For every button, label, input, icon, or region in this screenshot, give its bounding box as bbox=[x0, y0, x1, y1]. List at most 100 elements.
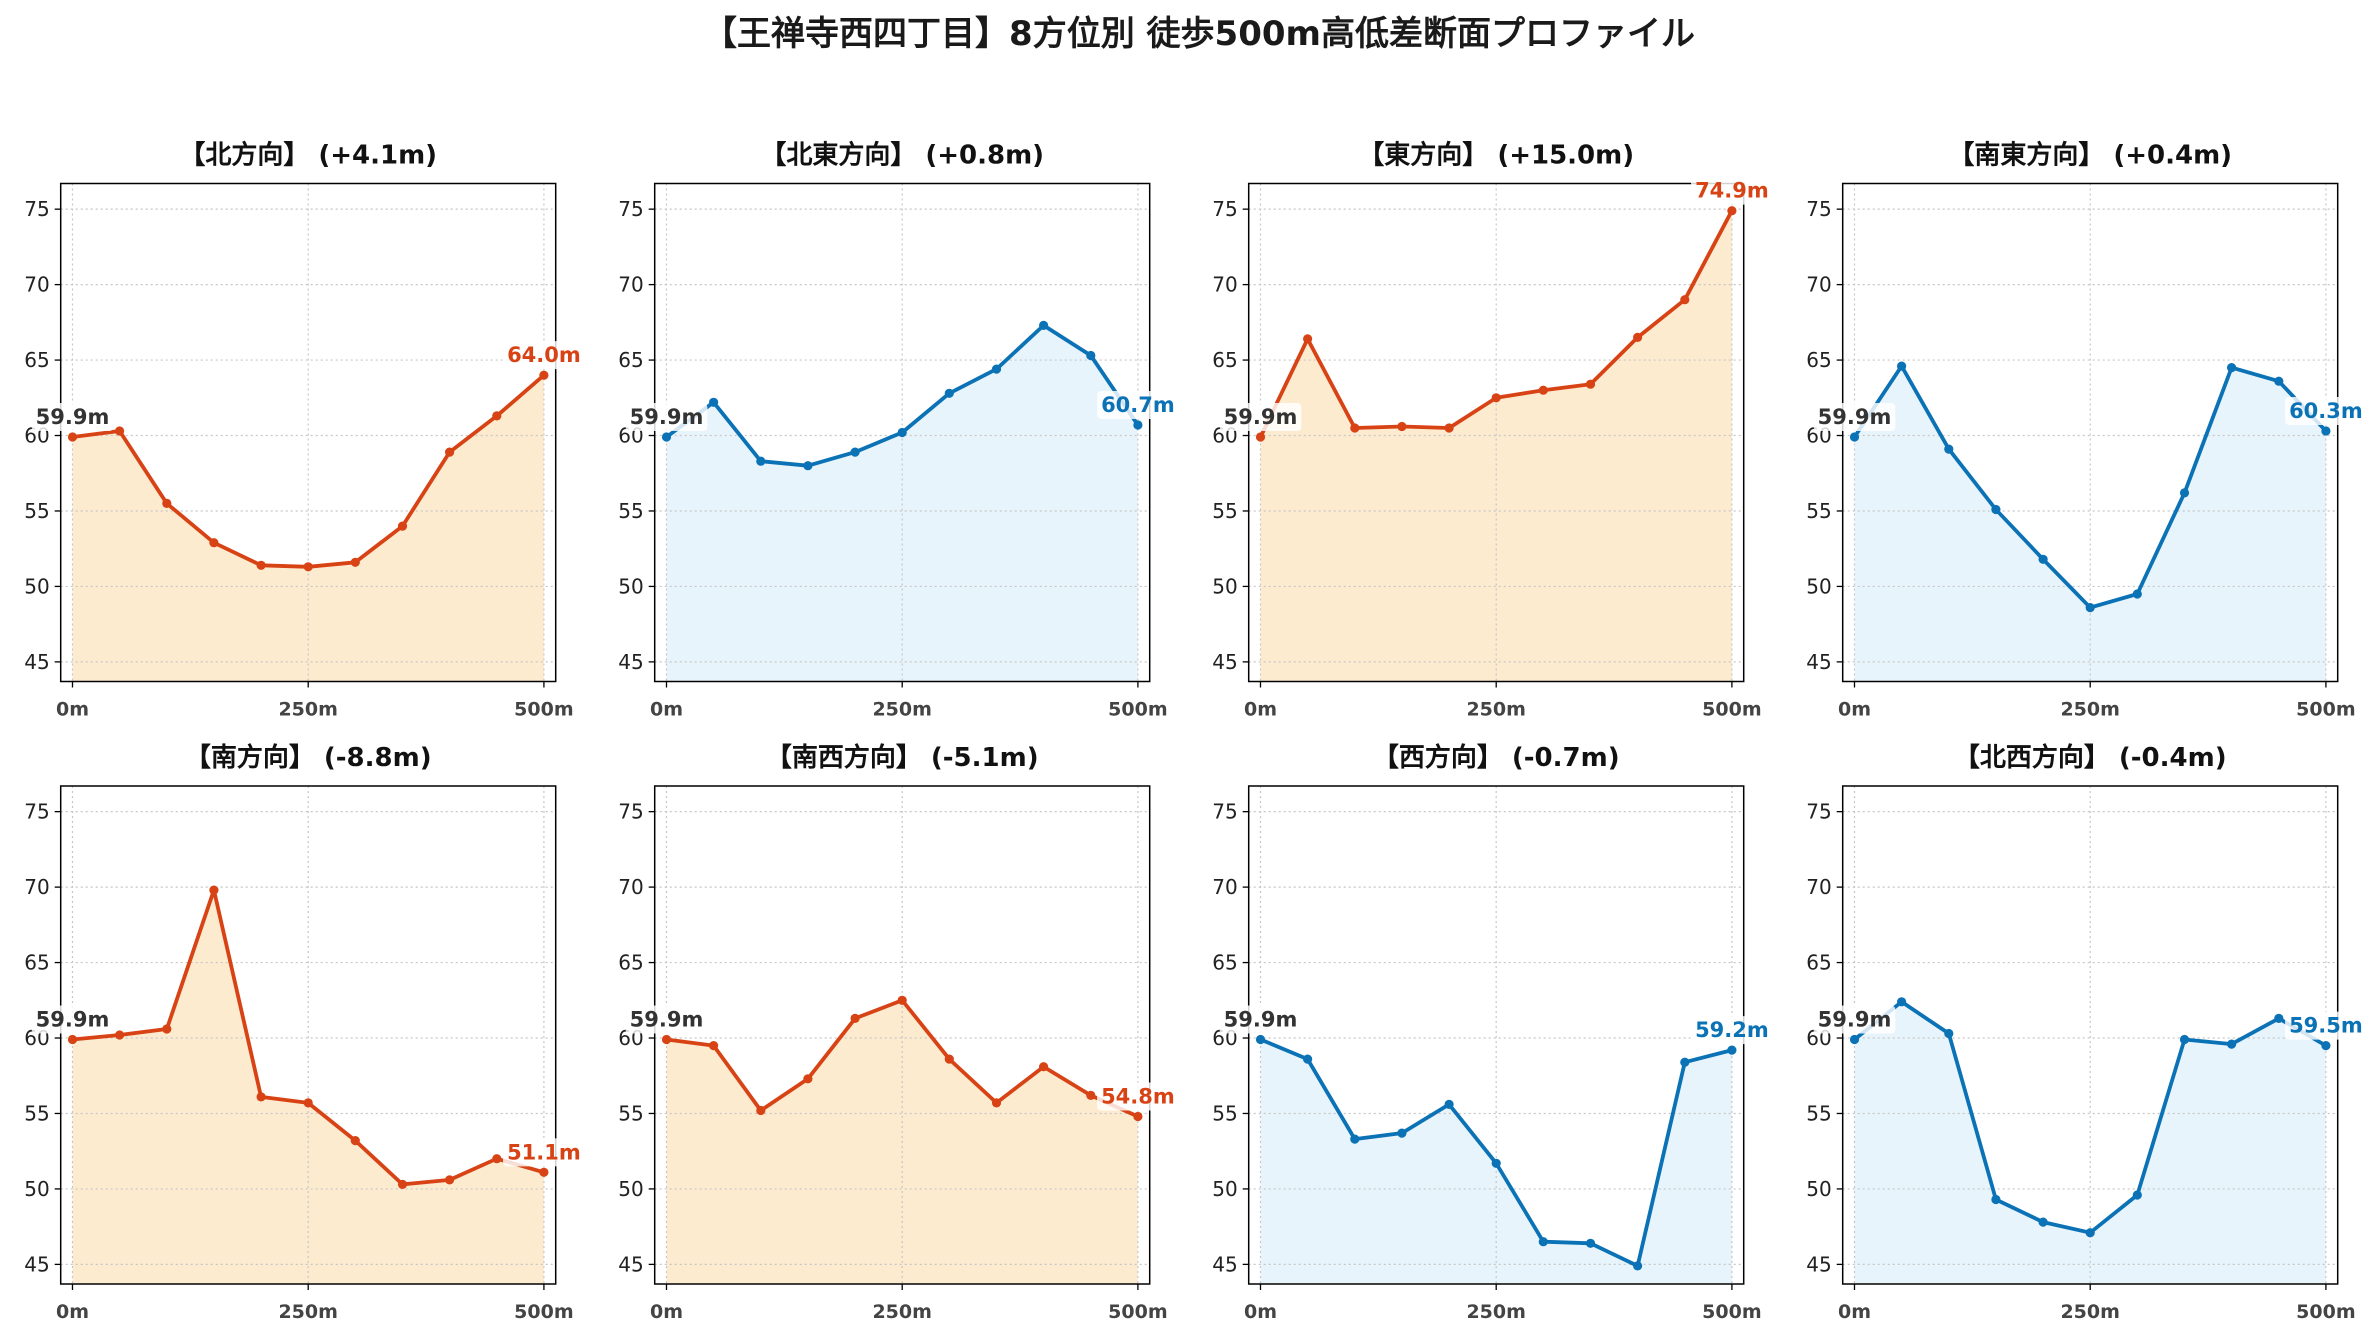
label-box bbox=[1813, 1005, 1896, 1034]
x-tick-label: 250m bbox=[2060, 1301, 2119, 1323]
elevation-point bbox=[256, 1092, 266, 1102]
y-tick-label: 55 bbox=[618, 499, 643, 523]
elevation-point bbox=[1444, 423, 1454, 433]
elevation-point bbox=[1039, 320, 1049, 330]
y-tick-label: 70 bbox=[24, 273, 49, 297]
y-tick-label: 50 bbox=[1806, 574, 1831, 598]
elevation-label-text: 74.9m bbox=[1695, 179, 1769, 203]
elevation-label-text: 59.9m bbox=[1818, 405, 1892, 429]
elevation-point bbox=[115, 1030, 125, 1040]
y-tick-label: 55 bbox=[24, 1101, 49, 1125]
elevation-area bbox=[72, 375, 544, 682]
panel-title: 【南東方向】 (+0.4m) bbox=[1948, 140, 2232, 171]
x-tick-label: 500m bbox=[1108, 1301, 1167, 1323]
label-box bbox=[31, 403, 114, 432]
elevation-point bbox=[162, 1024, 172, 1034]
elevation-point bbox=[1086, 1090, 1096, 1100]
elevation-point bbox=[2179, 1034, 2190, 1045]
elevation-label-text: 59.9m bbox=[1224, 1008, 1298, 1032]
elevation-label-text: 59.9m bbox=[36, 1008, 110, 1032]
x-tick-label: 0m bbox=[1244, 1301, 1277, 1323]
elevation-point bbox=[1491, 1158, 1501, 1168]
elevation-point bbox=[1680, 1057, 1690, 1067]
end-elevation-label: 59.5m bbox=[2285, 1011, 2367, 1040]
elevation-point bbox=[1585, 1238, 1596, 1248]
elevation-point bbox=[256, 560, 266, 570]
elevation-point bbox=[1444, 1099, 1454, 1109]
end-elevation-label: 59.2m bbox=[1691, 1016, 1773, 1045]
y-tick-label: 65 bbox=[618, 348, 643, 372]
elevation-point bbox=[2132, 1190, 2142, 1200]
elevation-point bbox=[1944, 1028, 1954, 1039]
elevation-point bbox=[2132, 589, 2142, 599]
x-tick-label: 500m bbox=[1702, 699, 1761, 721]
y-tick-label: 45 bbox=[618, 650, 643, 674]
elevation-point bbox=[1991, 1194, 2001, 1205]
elevation-point bbox=[350, 1136, 360, 1146]
start-elevation-label: 59.9m bbox=[1219, 1005, 1302, 1034]
y-tick-label: 45 bbox=[24, 1252, 49, 1276]
y-tick-label: 75 bbox=[1806, 800, 1831, 824]
elevation-point bbox=[1303, 334, 1313, 344]
y-tick-label: 75 bbox=[24, 197, 49, 221]
y-tick-label: 70 bbox=[1806, 875, 1831, 899]
y-tick-label: 50 bbox=[1212, 574, 1237, 598]
figure-title: 【王禅寺西四丁目】8方位別 徒歩500m高低差断面プロファイル bbox=[703, 14, 1695, 54]
elevation-point bbox=[1303, 1054, 1313, 1064]
elevation-label-text: 59.9m bbox=[630, 1008, 704, 1032]
x-tick-label: 250m bbox=[1466, 1301, 1525, 1323]
x-tick-label: 500m bbox=[2296, 1301, 2355, 1323]
y-tick-label: 75 bbox=[1212, 800, 1237, 824]
x-tick-label: 0m bbox=[56, 1301, 89, 1323]
y-tick-label: 55 bbox=[1806, 499, 1831, 523]
elevation-point bbox=[1538, 385, 1548, 395]
end-elevation-label: 54.8m bbox=[1097, 1082, 1179, 1111]
panel-title: 【北東方向】 (+0.8m) bbox=[760, 140, 1044, 171]
label-box bbox=[1097, 390, 1179, 419]
elevation-label-text: 60.3m bbox=[2289, 399, 2363, 423]
elevation-point bbox=[1491, 393, 1501, 403]
y-tick-label: 55 bbox=[24, 499, 49, 523]
y-tick-label: 65 bbox=[24, 348, 49, 372]
elevation-point bbox=[2321, 426, 2331, 436]
elevation-label-text: 59.9m bbox=[36, 405, 110, 429]
elevation-point bbox=[803, 461, 813, 471]
elevation-point bbox=[850, 1013, 860, 1024]
y-tick-label: 65 bbox=[24, 951, 49, 975]
elevation-point bbox=[1133, 420, 1143, 430]
elevation-point bbox=[661, 432, 672, 442]
y-tick-label: 50 bbox=[24, 574, 49, 598]
x-tick-label: 250m bbox=[872, 1301, 931, 1323]
elevation-label-text: 59.5m bbox=[2289, 1014, 2363, 1038]
panel-title: 【南西方向】 (-5.1m) bbox=[766, 742, 1039, 773]
y-tick-label: 45 bbox=[1212, 1252, 1237, 1276]
label-box bbox=[2285, 396, 2367, 425]
elevation-point bbox=[209, 538, 219, 548]
label-box bbox=[1097, 1082, 1179, 1111]
elevation-point bbox=[1991, 504, 2001, 515]
elevation-point bbox=[2321, 1041, 2331, 1051]
y-tick-label: 65 bbox=[1806, 348, 1831, 372]
elevation-point bbox=[2274, 1013, 2284, 1024]
y-tick-label: 45 bbox=[1806, 1252, 1831, 1276]
label-box bbox=[1813, 403, 1896, 432]
elevation-point bbox=[661, 1034, 672, 1045]
elevation-point bbox=[1680, 295, 1690, 305]
x-tick-label: 250m bbox=[278, 699, 337, 721]
elevation-point bbox=[1585, 379, 1596, 389]
elevation-label-text: 59.9m bbox=[630, 405, 704, 429]
y-tick-label: 65 bbox=[1806, 951, 1831, 975]
y-tick-label: 70 bbox=[24, 875, 49, 899]
start-elevation-label: 59.9m bbox=[625, 1005, 708, 1034]
elevation-point bbox=[67, 432, 78, 442]
end-elevation-label: 64.0m bbox=[503, 341, 585, 370]
x-tick-label: 250m bbox=[872, 699, 931, 721]
elevation-point bbox=[944, 1054, 954, 1064]
label-box bbox=[503, 1138, 585, 1167]
elevation-point bbox=[756, 456, 766, 466]
elevation-point bbox=[209, 885, 219, 895]
